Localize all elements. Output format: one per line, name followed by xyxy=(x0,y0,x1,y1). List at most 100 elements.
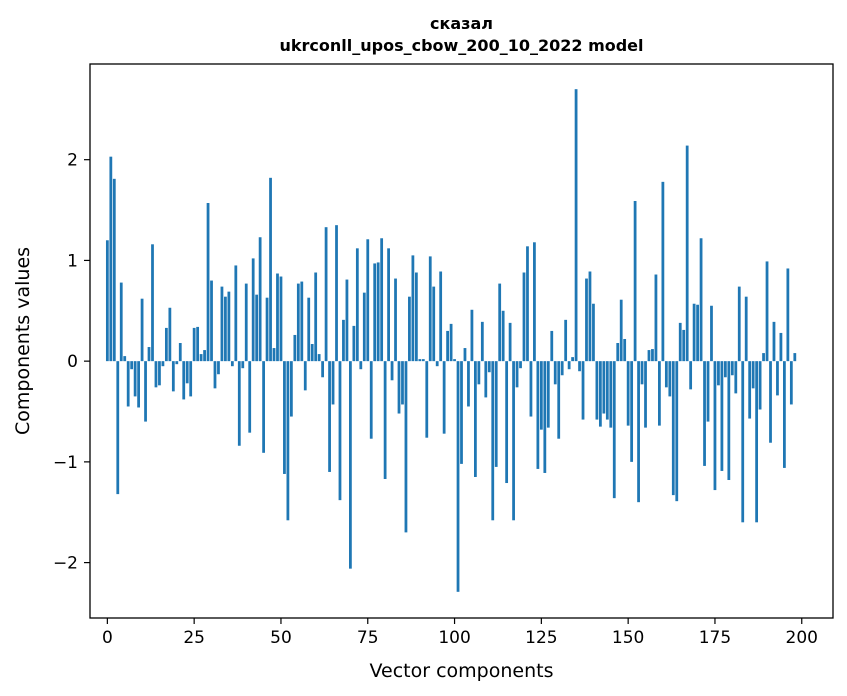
bar-168 xyxy=(689,361,693,390)
bar-181 xyxy=(734,361,738,394)
bar-68 xyxy=(342,319,345,362)
bar-93 xyxy=(428,256,432,362)
bar-109 xyxy=(484,361,488,398)
bar-132 xyxy=(564,319,568,362)
bar-4 xyxy=(119,282,123,362)
bar-36 xyxy=(230,361,234,367)
bar-115 xyxy=(505,361,509,484)
bar-100 xyxy=(453,359,456,362)
bar-73 xyxy=(359,361,363,370)
bar-83 xyxy=(394,278,397,362)
bar-185 xyxy=(748,361,752,419)
bar-65 xyxy=(331,361,335,405)
bar-134 xyxy=(571,357,574,362)
bar-0 xyxy=(105,240,109,362)
bar-106 xyxy=(474,361,477,477)
bar-2 xyxy=(112,178,116,362)
bar-167 xyxy=(685,145,689,362)
bar-82 xyxy=(390,361,394,381)
bar-16 xyxy=(161,361,165,367)
bar-101 xyxy=(456,361,460,592)
bar-79 xyxy=(380,238,384,362)
x-tick-label: 175 xyxy=(699,628,731,648)
bar-7 xyxy=(130,361,134,370)
bar-19 xyxy=(171,361,175,392)
bar-48 xyxy=(272,348,276,362)
bar-156 xyxy=(647,350,651,362)
bar-74 xyxy=(362,292,366,362)
bar-184 xyxy=(744,296,748,362)
bar-81 xyxy=(387,248,390,362)
bar-56 xyxy=(300,281,304,362)
bar-62 xyxy=(321,361,325,378)
bar-117 xyxy=(512,361,515,521)
bar-162 xyxy=(668,361,672,397)
bar-113 xyxy=(498,283,502,362)
bar-10 xyxy=(140,298,144,362)
bar-42 xyxy=(251,258,255,362)
bar-110 xyxy=(487,361,491,373)
bar-3 xyxy=(116,361,120,495)
bar-144 xyxy=(605,361,609,420)
bar-130 xyxy=(557,361,561,439)
bar-92 xyxy=(425,361,429,438)
bar-54 xyxy=(293,334,297,362)
bar-111 xyxy=(491,361,495,521)
bar-108 xyxy=(480,321,484,362)
bar-70 xyxy=(349,361,352,569)
bar-119 xyxy=(519,361,522,369)
bar-24 xyxy=(189,361,193,397)
y-tick-label: 1 xyxy=(67,251,78,271)
bar-51 xyxy=(283,361,286,474)
bar-6 xyxy=(126,361,130,407)
bar-91 xyxy=(421,359,425,362)
y-tick-label: 0 xyxy=(67,352,78,372)
bar-57 xyxy=(303,361,307,391)
bar-171 xyxy=(699,238,703,362)
bar-46 xyxy=(265,297,269,362)
bar-150 xyxy=(626,361,630,426)
x-tick-label: 150 xyxy=(612,628,644,648)
bar-96 xyxy=(439,271,443,362)
bar-177 xyxy=(720,361,724,471)
bar-189 xyxy=(762,353,765,362)
bar-97 xyxy=(442,361,446,434)
bar-176 xyxy=(717,361,720,386)
bar-31 xyxy=(213,361,217,389)
bar-27 xyxy=(199,354,203,362)
bar-172 xyxy=(703,361,706,466)
bar-50 xyxy=(279,276,283,362)
bar-114 xyxy=(501,310,505,362)
bar-69 xyxy=(345,279,349,362)
bar-60 xyxy=(314,272,318,362)
bar-80 xyxy=(383,361,387,479)
bar-63 xyxy=(324,227,328,362)
bar-159 xyxy=(658,361,661,426)
bar-137 xyxy=(581,361,585,420)
bar-122 xyxy=(529,361,533,417)
bar-148 xyxy=(619,299,623,362)
bar-116 xyxy=(508,322,512,362)
bar-145 xyxy=(609,361,613,428)
bar-165 xyxy=(678,322,682,362)
bar-174 xyxy=(710,305,713,362)
bar-43 xyxy=(255,294,259,362)
bar-41 xyxy=(248,361,252,433)
bar-118 xyxy=(515,361,519,388)
bar-66 xyxy=(335,225,338,362)
bar-180 xyxy=(730,361,734,376)
bar-195 xyxy=(783,361,786,468)
bar-128 xyxy=(550,330,554,362)
bar-183 xyxy=(741,361,745,523)
bar-121 xyxy=(526,246,529,362)
bar-147 xyxy=(616,343,620,362)
bar-34 xyxy=(224,296,227,362)
bar-99 xyxy=(449,323,453,362)
bar-61 xyxy=(317,354,321,362)
bar-194 xyxy=(779,332,783,362)
bar-75 xyxy=(366,239,370,362)
bar-142 xyxy=(598,361,602,427)
bar-88 xyxy=(411,255,415,362)
bar-152 xyxy=(633,200,637,362)
